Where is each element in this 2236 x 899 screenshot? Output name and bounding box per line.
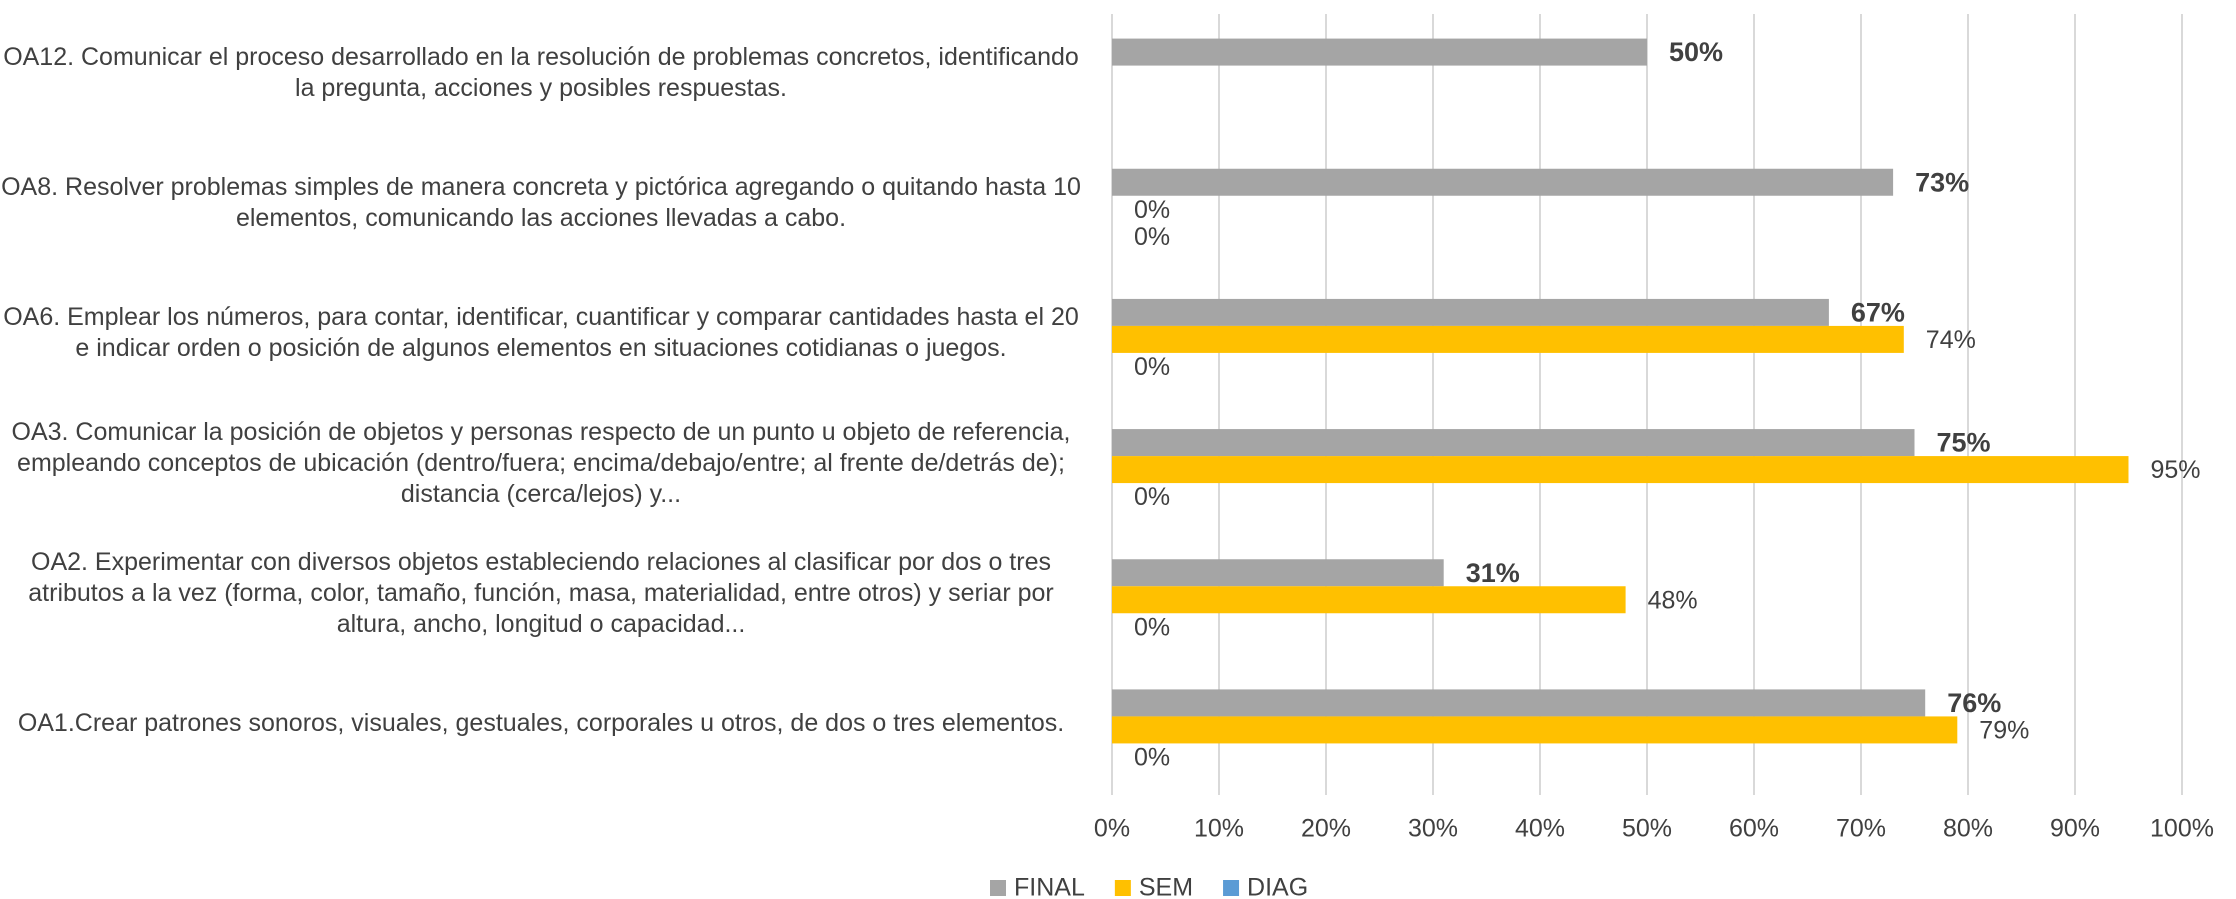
x-tick-label: 20% bbox=[1301, 815, 1351, 843]
category-label: OA2. Experimentar con diversos objetos e… bbox=[28, 548, 1054, 639]
data-label: 95% bbox=[2151, 456, 2201, 484]
bar bbox=[1112, 456, 2129, 484]
x-tick-label: 70% bbox=[1836, 815, 1886, 843]
bar bbox=[1112, 559, 1444, 587]
data-label: 31% bbox=[1466, 558, 1520, 588]
bar bbox=[1112, 298, 1829, 326]
bar bbox=[1112, 586, 1626, 614]
data-label: 0% bbox=[1134, 223, 1170, 251]
category-label: OA12. Comunicar el proceso desarrollado … bbox=[3, 43, 1079, 103]
x-tick-label: 40% bbox=[1515, 815, 1565, 843]
category-label: OA3. Comunicar la posición de objetos y … bbox=[11, 418, 1071, 509]
legend-swatch bbox=[1223, 880, 1240, 896]
bar bbox=[1112, 38, 1647, 66]
x-tick-label: 10% bbox=[1194, 815, 1244, 843]
x-tick-label: 50% bbox=[1622, 815, 1672, 843]
legend-swatch bbox=[990, 880, 1006, 896]
bar bbox=[1112, 689, 1926, 717]
x-tick-label: 0% bbox=[1094, 815, 1130, 843]
x-tick-label: 60% bbox=[1729, 815, 1779, 843]
category-label: OA1.Crear patrones sonoros, visuales, ge… bbox=[17, 709, 1065, 738]
data-label: 67% bbox=[1851, 298, 1905, 328]
data-label: 48% bbox=[1648, 586, 1698, 614]
bar bbox=[1112, 716, 1958, 744]
data-label: 0% bbox=[1134, 353, 1170, 381]
legend-label: DIAG bbox=[1247, 874, 1308, 899]
data-label: 0% bbox=[1134, 483, 1170, 511]
bar bbox=[1112, 325, 1904, 353]
bar bbox=[1112, 429, 1915, 457]
data-label: 0% bbox=[1134, 613, 1170, 641]
data-label: 79% bbox=[1979, 717, 2029, 745]
legend-swatch bbox=[1114, 880, 1131, 896]
data-label: 50% bbox=[1669, 37, 1723, 67]
data-label: 75% bbox=[1937, 428, 1991, 458]
category-label: OA6. Emplear los números, para contar, i… bbox=[3, 303, 1079, 363]
data-label: 76% bbox=[1947, 688, 2001, 718]
data-label: 0% bbox=[1134, 196, 1170, 224]
bar bbox=[1112, 168, 1894, 196]
legend-label: SEM bbox=[1139, 874, 1193, 899]
category-label: OA8. Resolver problemas simples de maner… bbox=[1, 173, 1081, 233]
x-tick-label: 30% bbox=[1408, 815, 1458, 843]
data-label: 74% bbox=[1926, 326, 1976, 354]
x-tick-label: 90% bbox=[2050, 815, 2100, 843]
x-tick-label: 80% bbox=[1943, 815, 1993, 843]
data-label: 73% bbox=[1915, 167, 1969, 197]
x-tick-label: 100% bbox=[2150, 815, 2214, 843]
legend-label: FINAL bbox=[1014, 874, 1085, 899]
data-label: 0% bbox=[1134, 744, 1170, 772]
